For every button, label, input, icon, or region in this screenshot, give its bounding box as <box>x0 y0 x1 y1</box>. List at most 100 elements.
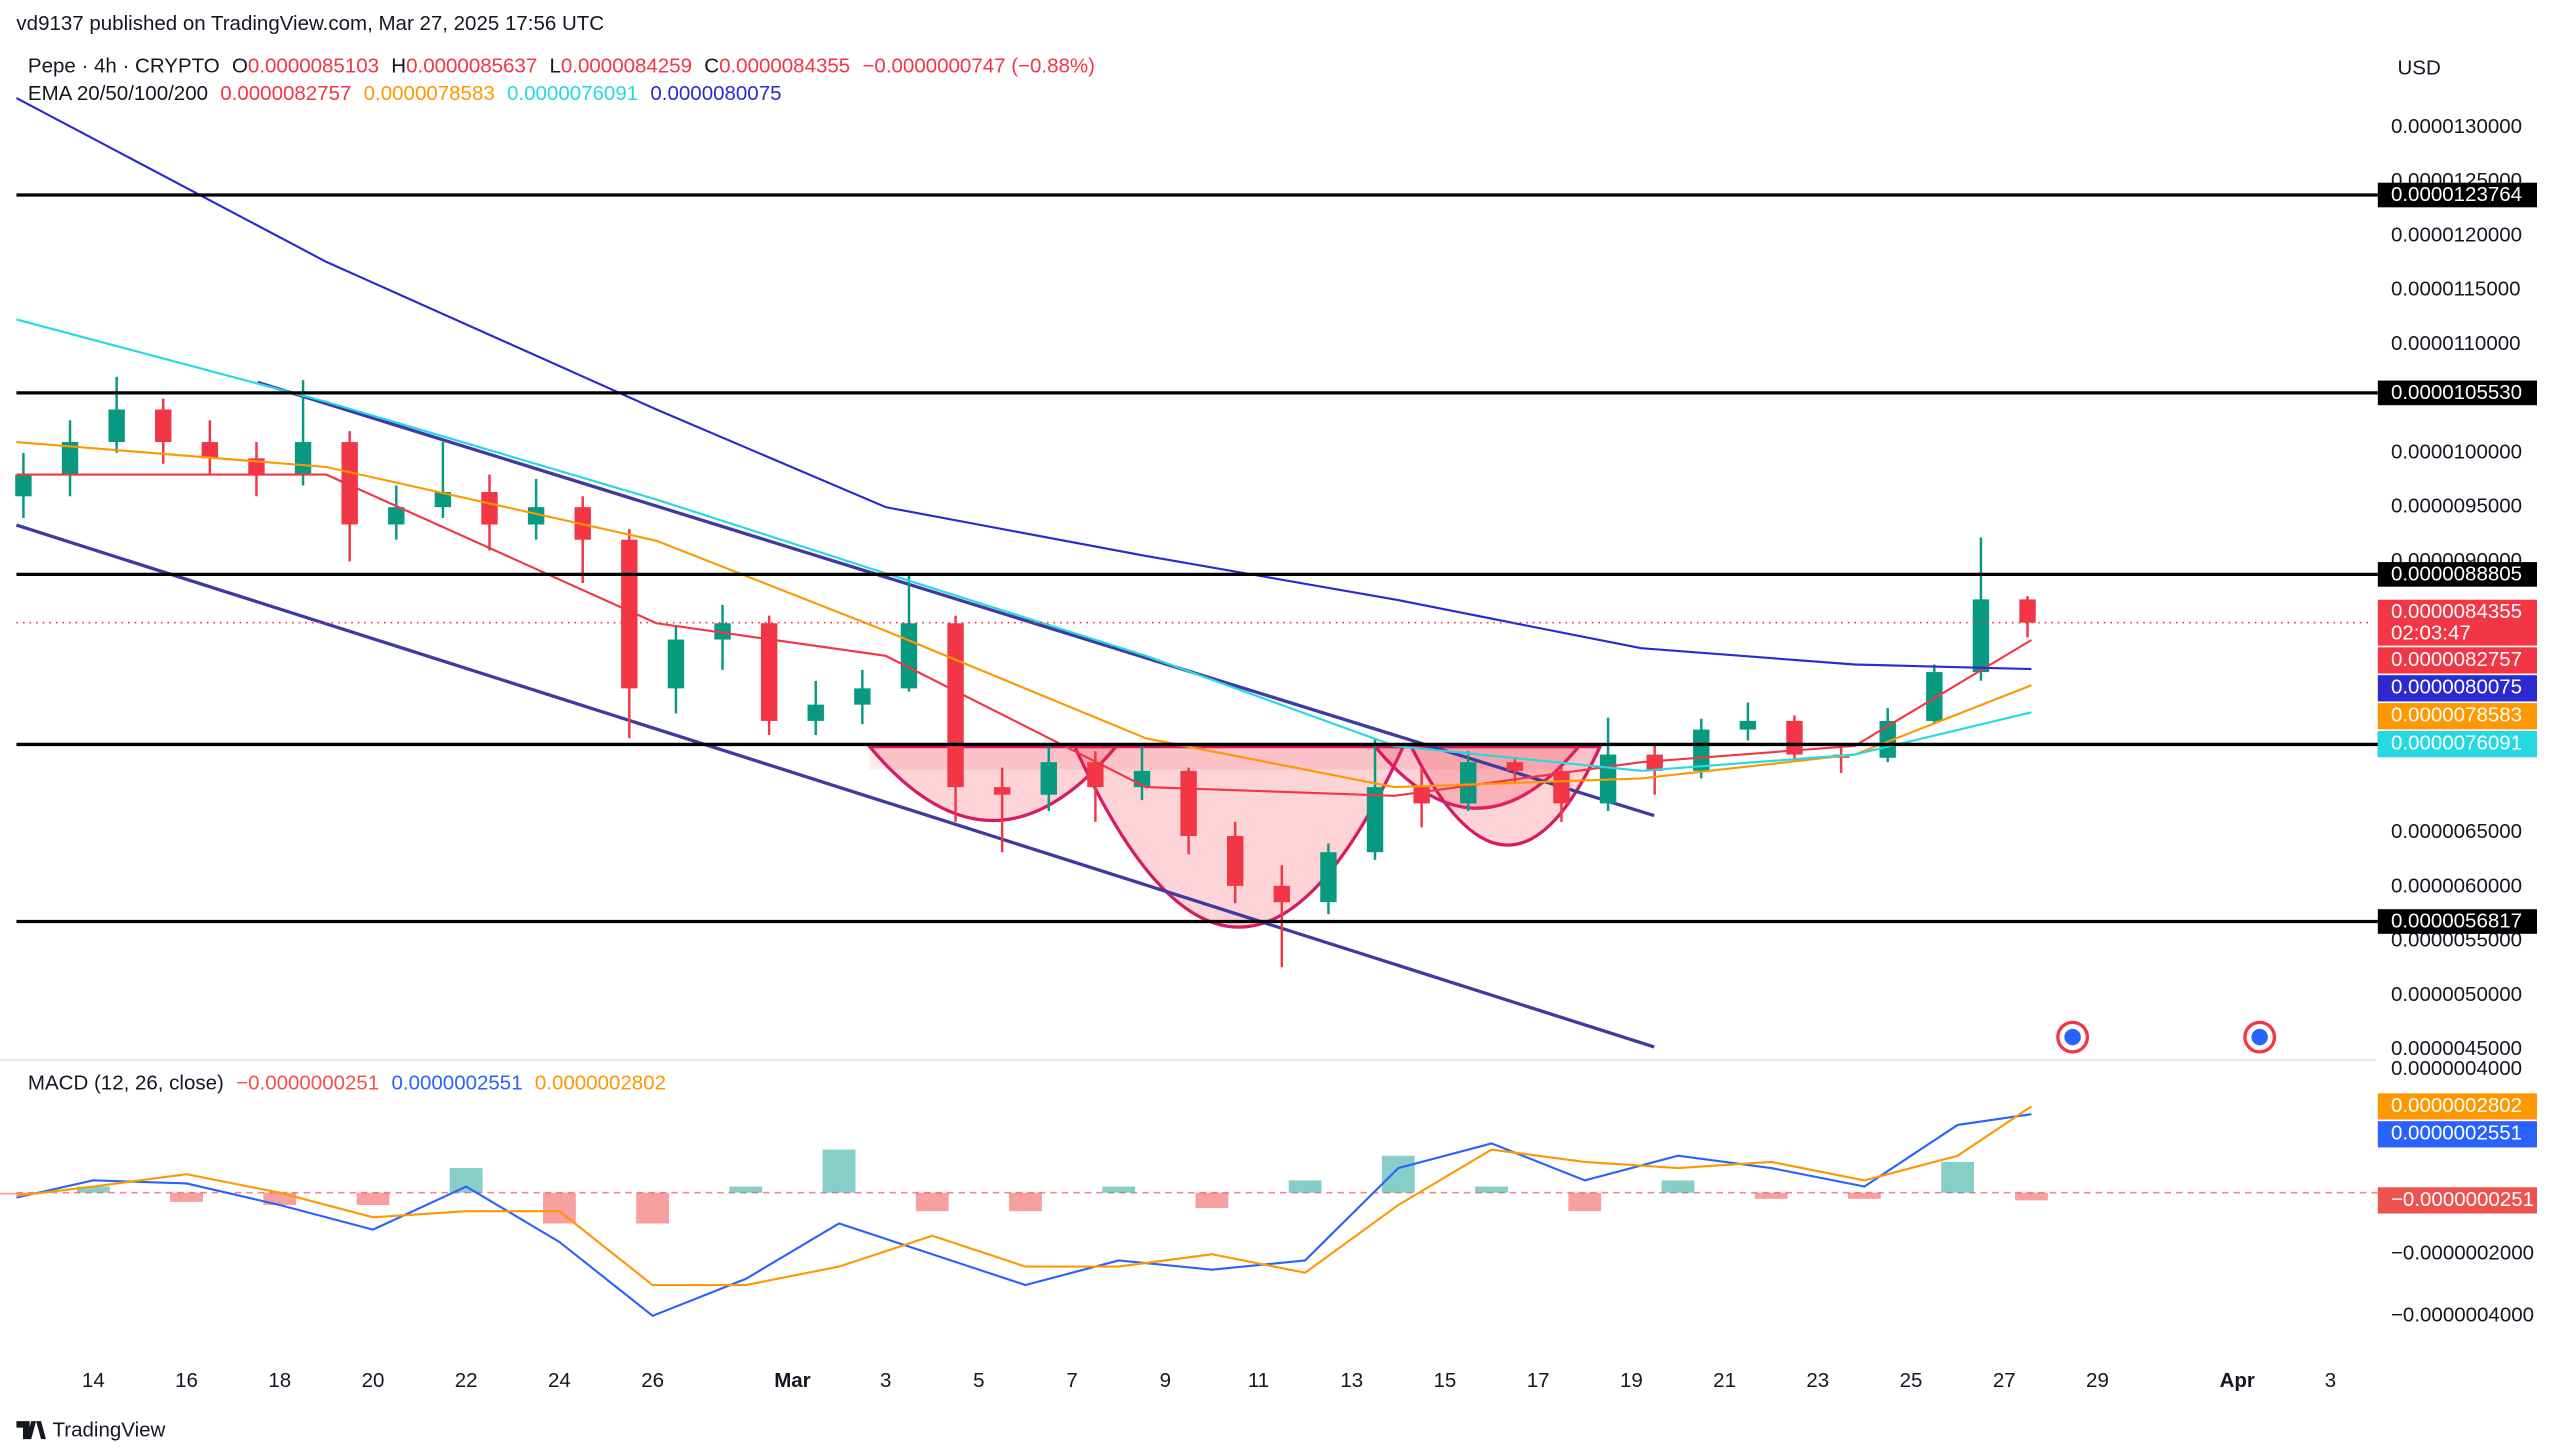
ema-line <box>16 440 2032 789</box>
ema-value: 0.0000078583 <box>364 83 495 106</box>
plot-area: 14 16 18 20 22 24 26 Mar 3 5 7 9 11 13 15 17 19 21 23 25 27 2… <box>0 97 2538 1392</box>
x-tick-label: 13 <box>1340 1369 1363 1392</box>
y-tick-label: 0.0000050000 <box>2391 983 2522 1006</box>
y-tick-label: 0.0000065000 <box>2391 820 2522 843</box>
histogram-bar <box>1381 1155 1415 1193</box>
macd-title: MACD (12, 26, close) <box>28 1072 224 1095</box>
brand-name: TradingView <box>53 1418 166 1441</box>
price-badge <box>2377 675 2538 702</box>
histogram-bar <box>1288 1180 1322 1193</box>
x-tick-label: 25 <box>1900 1369 1923 1392</box>
ema-title: EMA 20/50/100/200 <box>28 83 208 106</box>
histogram-bar <box>636 1192 670 1224</box>
x-tick-label: 22 <box>455 1369 478 1392</box>
x-tick-label: 11 <box>1248 1369 1269 1392</box>
x-tick-label: 14 <box>82 1369 105 1392</box>
candle-body <box>1786 720 1803 755</box>
y-tick-label: 0.0000100000 <box>2391 440 2522 463</box>
x-tick-label: 7 <box>1066 1369 1077 1392</box>
histogram-bar <box>1009 1192 1042 1212</box>
macd-value: 0.0000002802 <box>535 1072 666 1095</box>
candle-body <box>1087 762 1104 788</box>
histogram-bar <box>1754 1192 1788 1199</box>
histogram-bar <box>356 1192 390 1205</box>
histogram-bar <box>1568 1192 1602 1212</box>
candle-body <box>760 623 778 721</box>
candle-body <box>807 704 824 721</box>
ohlc-value: 0.0000084355 <box>719 55 850 78</box>
level-label: 0.0000105530 <box>2391 381 2522 404</box>
cup-right-2 <box>1408 745 1603 847</box>
level-badge <box>2377 909 2538 934</box>
y-tick-label: 0.0000120000 <box>2391 223 2522 246</box>
x-tick-label: 26 <box>641 1369 664 1392</box>
candle-body <box>1553 770 1570 804</box>
candle-body <box>341 442 358 525</box>
candle-body <box>1926 672 1943 721</box>
histogram-bar <box>915 1192 949 1212</box>
candle-body <box>61 442 79 475</box>
candle-body <box>1506 762 1524 771</box>
price-badge <box>2377 1187 2538 1214</box>
candle-body <box>947 623 964 788</box>
candle-body <box>667 639 685 689</box>
ohlc-value: 0.0000085103 <box>248 55 379 78</box>
candle-body <box>15 474 32 497</box>
candle-body <box>1320 852 1337 903</box>
histogram-bar <box>1941 1161 1975 1193</box>
histogram-bar <box>76 1186 110 1193</box>
ohlc-key: C <box>704 55 719 78</box>
ema-legend: EMA 20/50/100/200 0.0000082757 0.0000078… <box>28 83 782 106</box>
candle-body <box>294 442 312 475</box>
ema-value: 0.0000076091 <box>507 83 638 106</box>
candle-body <box>714 623 731 640</box>
candle-body <box>900 623 918 689</box>
y-tick-label: 0.0000130000 <box>2391 115 2522 138</box>
y-tick-label: 0.0000115000 <box>2391 278 2521 301</box>
histogram-bar <box>2015 1192 2048 1201</box>
macd-legend: MACD (12, 26, close) −0.0000000251 0.000… <box>28 1072 666 1095</box>
candle-body <box>1739 720 1757 730</box>
x-tick-label: 5 <box>973 1369 984 1392</box>
price-badge <box>2377 599 2538 646</box>
brand-logo <box>16 1421 46 1440</box>
x-tick-label: 21 <box>1713 1369 1736 1392</box>
y-tick-label: 0.0000055000 <box>2391 929 2522 952</box>
price-badge-label: 0.0000002802 <box>2391 1094 2522 1117</box>
price-badge-label: 0.0000076091 <box>2391 732 2522 755</box>
ema-value: 0.0000082757 <box>220 83 351 106</box>
candle-body <box>155 409 172 443</box>
candle-body <box>993 787 1011 795</box>
candle-body <box>1693 729 1710 771</box>
y-tick-label: 0.0000004000 <box>2391 1057 2522 1080</box>
level-badge <box>2377 562 2538 587</box>
y-tick-label: −0.0000004000 <box>2391 1303 2534 1326</box>
candle-body <box>108 409 125 443</box>
x-tick-label: 23 <box>1806 1369 1829 1392</box>
x-tick-label: 17 <box>1527 1369 1550 1392</box>
histogram-bar <box>170 1192 203 1202</box>
event-icon-inner <box>2064 1028 2081 1046</box>
x-tick-label: 15 <box>1434 1369 1457 1392</box>
histogram-bar <box>1102 1186 1136 1193</box>
y-tick-label: 0.0000045000 <box>2391 1037 2522 1060</box>
level-label: 0.0000123764 <box>2391 183 2522 206</box>
ohlc-key: L <box>550 55 561 78</box>
candle-body <box>388 507 405 525</box>
candle-body <box>1460 762 1477 804</box>
histogram-bar <box>542 1192 576 1224</box>
price-badge-label: −0.0000000251 <box>2391 1188 2534 1211</box>
level-badge <box>2377 182 2538 208</box>
histogram-bar <box>1847 1192 1881 1199</box>
x-tick-label: 9 <box>1160 1369 1171 1392</box>
ohlc-key: H <box>391 55 406 78</box>
candle-body <box>1040 762 1057 795</box>
symbol: Pepe · 4h · CRYPTO <box>28 55 220 78</box>
channel-lower <box>15 523 1655 1049</box>
y-tick-label: 0.0000060000 <box>2391 874 2522 897</box>
x-tick-label: Apr <box>2220 1369 2255 1392</box>
price-badge-label: 02:03:47 <box>2391 622 2471 645</box>
candle-body <box>481 491 498 525</box>
